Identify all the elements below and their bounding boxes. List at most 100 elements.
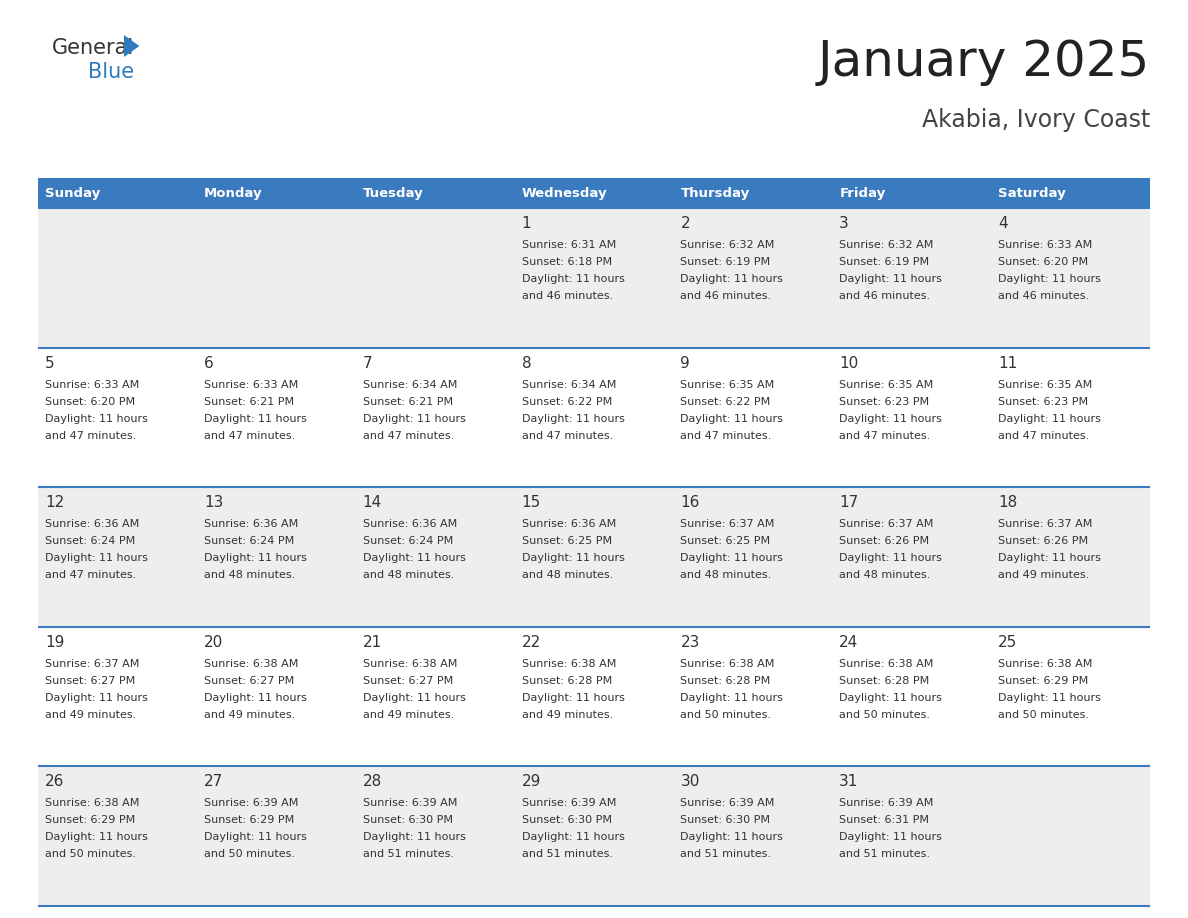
Text: Daylight: 11 hours: Daylight: 11 hours (45, 554, 147, 564)
Text: Sunday: Sunday (45, 186, 100, 199)
Text: Daylight: 11 hours: Daylight: 11 hours (45, 414, 147, 423)
Text: Sunset: 6:25 PM: Sunset: 6:25 PM (681, 536, 771, 546)
Bar (38, 178, 197, 208)
Text: and 51 minutes.: and 51 minutes. (681, 849, 771, 859)
Bar (674, 178, 833, 208)
Text: 15: 15 (522, 495, 541, 510)
Polygon shape (124, 35, 139, 57)
Text: Daylight: 11 hours: Daylight: 11 hours (362, 414, 466, 423)
Text: and 50 minutes.: and 50 minutes. (998, 710, 1089, 720)
Text: 19: 19 (45, 635, 64, 650)
Text: Sunset: 6:30 PM: Sunset: 6:30 PM (522, 815, 612, 825)
Text: Sunset: 6:24 PM: Sunset: 6:24 PM (362, 536, 453, 546)
Text: Sunrise: 6:32 AM: Sunrise: 6:32 AM (681, 240, 775, 250)
Text: Daylight: 11 hours: Daylight: 11 hours (522, 693, 625, 703)
Text: Daylight: 11 hours: Daylight: 11 hours (522, 554, 625, 564)
Text: Daylight: 11 hours: Daylight: 11 hours (45, 693, 147, 703)
Text: Daylight: 11 hours: Daylight: 11 hours (998, 414, 1101, 423)
Text: Sunrise: 6:32 AM: Sunrise: 6:32 AM (839, 240, 934, 250)
Text: Sunrise: 6:36 AM: Sunrise: 6:36 AM (45, 520, 139, 529)
Text: Sunrise: 6:37 AM: Sunrise: 6:37 AM (45, 659, 139, 669)
Text: Sunset: 6:29 PM: Sunset: 6:29 PM (45, 815, 135, 825)
Text: and 49 minutes.: and 49 minutes. (45, 710, 137, 720)
Text: Sunrise: 6:38 AM: Sunrise: 6:38 AM (839, 659, 934, 669)
Text: Daylight: 11 hours: Daylight: 11 hours (839, 274, 942, 284)
Text: Sunset: 6:22 PM: Sunset: 6:22 PM (681, 397, 771, 407)
Text: and 48 minutes.: and 48 minutes. (681, 570, 772, 580)
Text: Daylight: 11 hours: Daylight: 11 hours (522, 414, 625, 423)
Text: and 48 minutes.: and 48 minutes. (362, 570, 454, 580)
Text: 5: 5 (45, 355, 55, 371)
Text: 27: 27 (204, 775, 223, 789)
Text: Thursday: Thursday (681, 186, 750, 199)
Text: Sunset: 6:28 PM: Sunset: 6:28 PM (839, 676, 929, 686)
Text: Daylight: 11 hours: Daylight: 11 hours (839, 693, 942, 703)
Text: Sunset: 6:27 PM: Sunset: 6:27 PM (362, 676, 453, 686)
Text: and 46 minutes.: and 46 minutes. (681, 291, 771, 301)
Text: Sunrise: 6:36 AM: Sunrise: 6:36 AM (522, 520, 615, 529)
Text: Daylight: 11 hours: Daylight: 11 hours (681, 414, 783, 423)
Text: Sunset: 6:26 PM: Sunset: 6:26 PM (839, 536, 929, 546)
Text: and 50 minutes.: and 50 minutes. (204, 849, 295, 859)
Text: Daylight: 11 hours: Daylight: 11 hours (998, 693, 1101, 703)
Text: 24: 24 (839, 635, 859, 650)
Text: Sunset: 6:21 PM: Sunset: 6:21 PM (204, 397, 293, 407)
Text: Sunset: 6:22 PM: Sunset: 6:22 PM (522, 397, 612, 407)
Bar (197, 178, 355, 208)
Text: 17: 17 (839, 495, 859, 510)
Text: Daylight: 11 hours: Daylight: 11 hours (362, 554, 466, 564)
Text: Sunset: 6:25 PM: Sunset: 6:25 PM (522, 536, 612, 546)
Text: Sunrise: 6:34 AM: Sunrise: 6:34 AM (362, 380, 457, 389)
Text: Sunrise: 6:39 AM: Sunrise: 6:39 AM (839, 799, 934, 809)
Text: Sunrise: 6:37 AM: Sunrise: 6:37 AM (998, 520, 1093, 529)
Text: Sunset: 6:19 PM: Sunset: 6:19 PM (681, 257, 771, 267)
Text: 7: 7 (362, 355, 372, 371)
Text: 2: 2 (681, 216, 690, 231)
Bar (38, 348, 1150, 487)
Text: Daylight: 11 hours: Daylight: 11 hours (522, 274, 625, 284)
Bar (355, 178, 514, 208)
Text: Blue: Blue (88, 62, 134, 82)
Text: General: General (52, 38, 134, 58)
Text: 25: 25 (998, 635, 1017, 650)
Text: Sunset: 6:28 PM: Sunset: 6:28 PM (681, 676, 771, 686)
Bar (38, 627, 1150, 767)
Text: and 47 minutes.: and 47 minutes. (998, 431, 1089, 441)
Text: 1: 1 (522, 216, 531, 231)
Text: Sunrise: 6:37 AM: Sunrise: 6:37 AM (681, 520, 775, 529)
Text: Sunrise: 6:38 AM: Sunrise: 6:38 AM (522, 659, 615, 669)
Text: Sunrise: 6:33 AM: Sunrise: 6:33 AM (998, 240, 1093, 250)
Text: Sunrise: 6:37 AM: Sunrise: 6:37 AM (839, 520, 934, 529)
Text: 4: 4 (998, 216, 1007, 231)
Text: Sunrise: 6:39 AM: Sunrise: 6:39 AM (522, 799, 615, 809)
Bar (38, 208, 1150, 348)
Text: 22: 22 (522, 635, 541, 650)
Text: Daylight: 11 hours: Daylight: 11 hours (204, 693, 307, 703)
Text: Sunrise: 6:34 AM: Sunrise: 6:34 AM (522, 380, 615, 389)
Text: and 49 minutes.: and 49 minutes. (204, 710, 295, 720)
Text: Daylight: 11 hours: Daylight: 11 hours (839, 554, 942, 564)
Text: 14: 14 (362, 495, 383, 510)
Text: Sunset: 6:28 PM: Sunset: 6:28 PM (522, 676, 612, 686)
Text: Sunrise: 6:39 AM: Sunrise: 6:39 AM (681, 799, 775, 809)
Text: Daylight: 11 hours: Daylight: 11 hours (45, 833, 147, 843)
Text: 12: 12 (45, 495, 64, 510)
Text: Sunrise: 6:36 AM: Sunrise: 6:36 AM (362, 520, 457, 529)
Text: 8: 8 (522, 355, 531, 371)
Text: Sunset: 6:30 PM: Sunset: 6:30 PM (681, 815, 771, 825)
Text: Daylight: 11 hours: Daylight: 11 hours (681, 554, 783, 564)
Text: Sunset: 6:23 PM: Sunset: 6:23 PM (839, 397, 929, 407)
Text: Sunrise: 6:38 AM: Sunrise: 6:38 AM (45, 799, 139, 809)
Text: Sunset: 6:21 PM: Sunset: 6:21 PM (362, 397, 453, 407)
Text: Wednesday: Wednesday (522, 186, 607, 199)
Text: Tuesday: Tuesday (362, 186, 423, 199)
Text: 20: 20 (204, 635, 223, 650)
Text: and 46 minutes.: and 46 minutes. (522, 291, 613, 301)
Text: and 48 minutes.: and 48 minutes. (522, 570, 613, 580)
Text: and 49 minutes.: and 49 minutes. (998, 570, 1089, 580)
Text: Daylight: 11 hours: Daylight: 11 hours (362, 833, 466, 843)
Text: 18: 18 (998, 495, 1017, 510)
Text: 11: 11 (998, 355, 1017, 371)
Text: Sunset: 6:23 PM: Sunset: 6:23 PM (998, 397, 1088, 407)
Text: 30: 30 (681, 775, 700, 789)
